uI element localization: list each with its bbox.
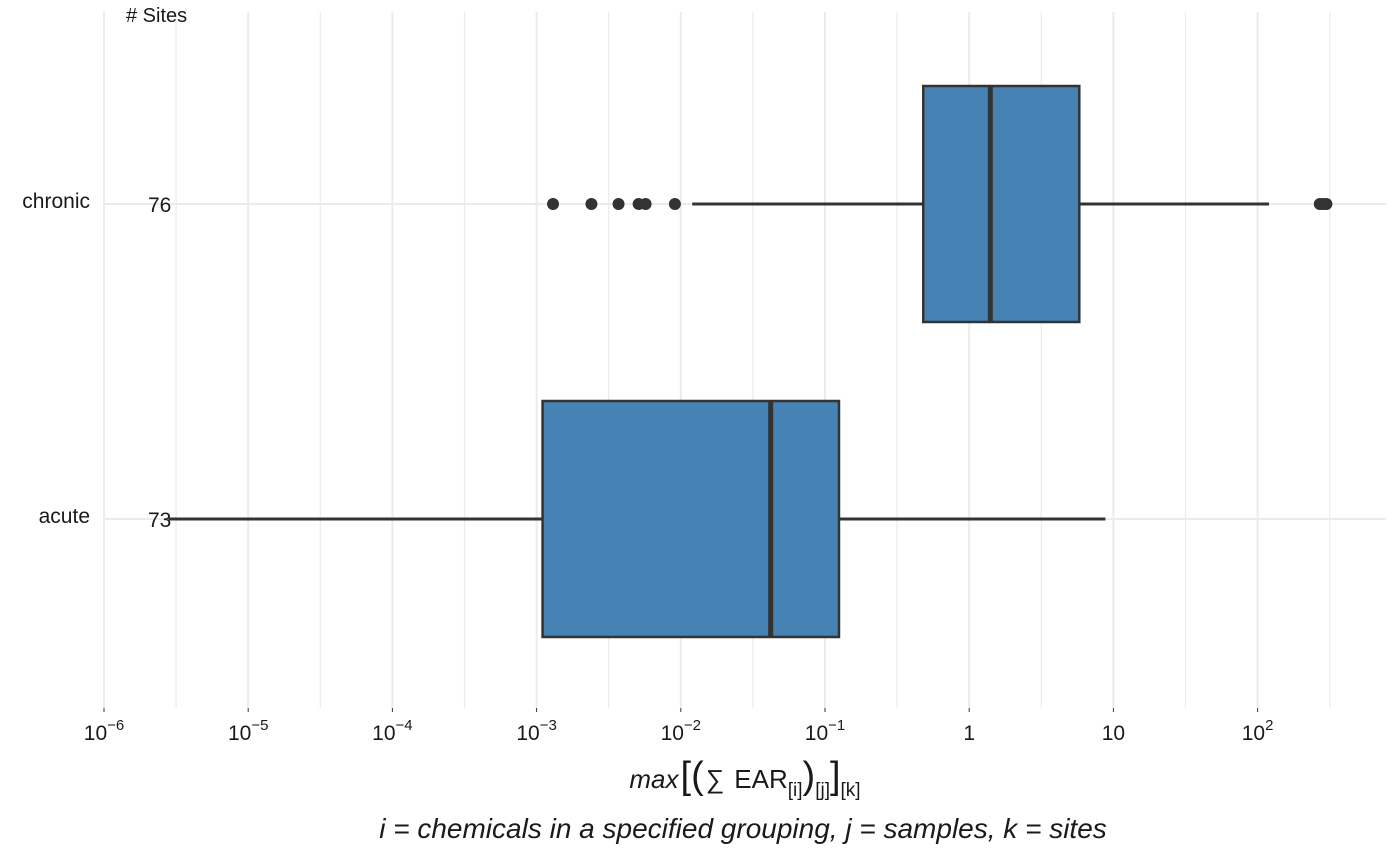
x-axis-title-sub-k: [k] [841,780,861,801]
grid-lines [103,12,1386,712]
x-tick-label: 10−5 [228,717,268,745]
y-category-label: acute [39,505,90,528]
x-tick-label: 1 [963,722,975,745]
iqr-box [921,84,1081,324]
x-tick-label: 10−6 [84,717,124,745]
axis-labels: 10−6 10−5 10−4 10−3 10−2 10−1 1 10 102 chronic 76 a… [22,190,1273,745]
x-tick-label: 10−1 [805,717,845,745]
x-axis-title-close-bracket: ] [830,755,841,797]
outlier-point [1320,198,1333,210]
x-tick-label: 10 [1102,722,1125,745]
x-axis-title-sum: ∑ [706,764,725,794]
outlier-point [668,198,681,210]
x-tick-label: 102 [1242,717,1274,745]
chart-caption: i = chemicals in a specified grouping, j… [379,813,1107,844]
sites-header: # Sites [126,5,187,27]
x-tick-label: 10−2 [661,717,701,745]
iqr-box [541,399,841,639]
y-category-label: chronic [22,190,90,213]
x-axis-title-sub-j: [j] [815,780,830,801]
x-tick-label: 10−3 [516,717,556,745]
box-chronic [547,84,1333,324]
x-axis-title-ear: EAR [734,764,787,794]
site-count-label: 76 [148,194,171,217]
outlier-point [612,198,625,210]
x-tick-label: 10−4 [372,717,412,745]
site-count-label: 73 [148,509,171,532]
x-axis-title-sub-i: [i] [788,780,803,801]
outlier-point [547,198,560,210]
x-axis-title-open: [( [681,755,705,797]
x-axis-title-close-paren: ) [803,755,816,797]
outlier-point [639,198,652,210]
outlier-point [585,198,598,210]
box-acute [168,399,1106,639]
x-axis-title-max: max [629,764,679,794]
boxplot-series [168,84,1333,639]
x-axis-title: max[(∑ EAR[i])[j]][k] [629,755,860,801]
